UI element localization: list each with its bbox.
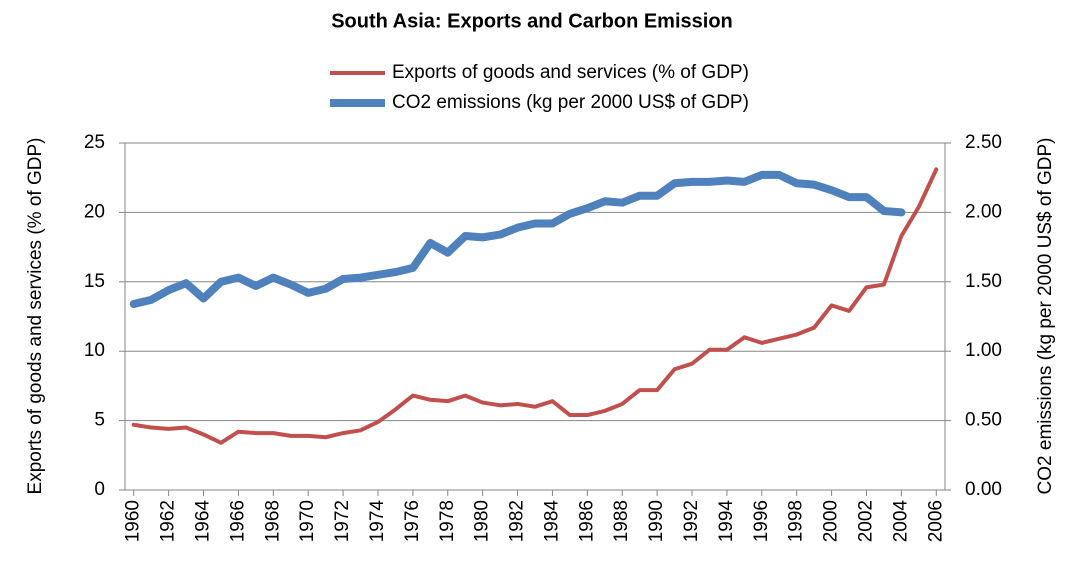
x-tick-label: 1988 bbox=[611, 500, 632, 542]
y-tick-label: 0 bbox=[94, 479, 105, 500]
x-tick-label: 1962 bbox=[158, 500, 179, 542]
y-tick-label: 5 bbox=[94, 410, 105, 431]
chart-title: South Asia: Exports and Carbon Emission bbox=[331, 10, 733, 32]
legend-label: Exports of goods and services (% of GDP) bbox=[392, 62, 749, 83]
x-tick-label: 1984 bbox=[541, 500, 562, 543]
x-tick-label: 1968 bbox=[262, 500, 283, 542]
x-tick-label: 1976 bbox=[402, 500, 423, 542]
y-tick-label: 25 bbox=[84, 132, 105, 153]
x-tick-label: 1964 bbox=[193, 500, 214, 543]
x-tick-label: 2002 bbox=[856, 500, 877, 542]
y2-tick-label: 0.00 bbox=[965, 479, 1002, 500]
x-tick-label: 1996 bbox=[751, 500, 772, 542]
y2-tick-label: 2.50 bbox=[965, 132, 1002, 153]
x-tick-label: 1974 bbox=[367, 500, 388, 543]
x-tick-label: 1998 bbox=[786, 500, 807, 542]
y2-tick-label: 1.50 bbox=[965, 271, 1002, 292]
x-tick-label: 1992 bbox=[681, 500, 702, 542]
x-tick-label: 1978 bbox=[437, 500, 458, 542]
series-line bbox=[131, 167, 939, 445]
x-tick-label: 1960 bbox=[123, 500, 144, 542]
x-tick-label: 2006 bbox=[925, 500, 946, 542]
y2-axis-label: CO2 emissions (kg per 2000 US$ of GDP) bbox=[1035, 138, 1056, 495]
x-tick-label: 1986 bbox=[576, 500, 597, 542]
legend-label: CO2 emissions (kg per 2000 US$ of GDP) bbox=[392, 92, 749, 113]
y-tick-label: 20 bbox=[84, 201, 105, 222]
y-axis-label: Exports of goods and services (% of GDP) bbox=[25, 138, 46, 495]
x-tick-label: 1990 bbox=[646, 500, 667, 542]
x-tick-label: 1966 bbox=[227, 500, 248, 542]
x-tick-label: 1970 bbox=[297, 500, 318, 542]
y2-tick-label: 1.00 bbox=[965, 340, 1002, 361]
y-tick-label: 15 bbox=[84, 271, 105, 292]
x-tick-label: 2004 bbox=[890, 500, 911, 543]
y2-tick-label: 2.00 bbox=[965, 201, 1002, 222]
x-tick-label: 1982 bbox=[507, 500, 528, 542]
x-tick-label: 1972 bbox=[332, 500, 353, 542]
y-tick-label: 10 bbox=[84, 340, 105, 361]
y2-tick-label: 0.50 bbox=[965, 410, 1002, 431]
x-tick-label: 1994 bbox=[716, 500, 737, 543]
series-line bbox=[129, 170, 906, 309]
x-tick-label: 1980 bbox=[472, 500, 493, 542]
x-tick-label: 2000 bbox=[821, 500, 842, 542]
